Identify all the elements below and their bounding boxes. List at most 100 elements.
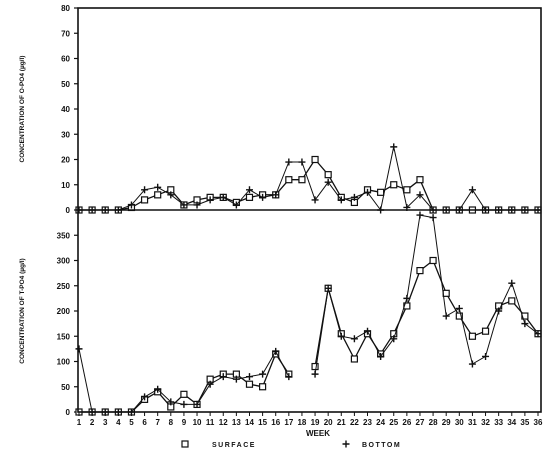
lower-ytick-label: 100	[57, 358, 71, 367]
upper-surface-point	[298, 176, 306, 184]
lower-surface-point	[403, 302, 411, 310]
xtick-label: 27	[416, 418, 425, 427]
legend: SURFACE BOTTOM	[181, 440, 400, 449]
lower-ytick-label: 350	[57, 231, 71, 240]
xtick-label: 33	[494, 418, 503, 427]
xtick-label: 8	[169, 418, 174, 427]
upper-bottom-point	[364, 188, 372, 196]
lower-bottom-point	[206, 380, 214, 388]
upper-surface-point	[390, 181, 398, 189]
upper-bottom-point	[311, 196, 319, 204]
upper-bottom-point	[259, 193, 267, 201]
lower-bottom-point	[232, 375, 240, 383]
upper-y-axis-label: CONCENTRATION OF O-PO4 (µg/l)	[19, 56, 26, 163]
upper-bottom-point	[350, 193, 358, 201]
xtick-label: 13	[232, 418, 241, 427]
upper-bottom-point	[390, 143, 398, 151]
lower-bottom-point	[167, 398, 175, 406]
lower-surface-point	[245, 380, 254, 388]
upper-surface-point	[416, 176, 424, 184]
upper-surface-point	[403, 186, 411, 194]
upper-bottom-point	[468, 186, 476, 194]
xtick-label: 14	[245, 418, 254, 427]
xtick-label: 6	[142, 418, 147, 427]
lower-surface-line	[314, 259, 539, 367]
upper-bottom-point	[167, 191, 175, 199]
upper-surface-point	[140, 196, 149, 204]
xtick-label: 35	[520, 418, 529, 427]
lower-ytick-label: 150	[57, 332, 71, 341]
lower-surface-point	[180, 390, 188, 398]
lower-panel: 0 50 100 150 200 250 300 350 CONCENTRATION OF T-…	[19, 211, 542, 417]
xtick-label: 11	[206, 418, 215, 427]
upper-bottom-point	[416, 191, 424, 199]
upper-ytick-label: 50	[61, 80, 70, 89]
upper-bottom-point	[219, 193, 227, 201]
lower-bottom-point	[482, 352, 490, 360]
xtick-label: 17	[284, 418, 293, 427]
lower-bottom-point	[141, 393, 149, 401]
xtick-label: 12	[219, 418, 228, 427]
lower-bottom-point	[193, 400, 201, 408]
lower-bottom-point	[403, 294, 411, 302]
xtick-label: 18	[297, 418, 306, 427]
lower-surface-point	[455, 312, 463, 320]
xtick-label: 2	[90, 418, 95, 427]
lower-bottom-point	[75, 345, 83, 353]
upper-surface-point	[285, 176, 293, 184]
lower-bottom-point	[285, 373, 293, 381]
upper-bottom-point	[337, 196, 345, 204]
upper-bottom-point	[180, 201, 188, 209]
xtick-label: 36	[534, 418, 543, 427]
lower-surface-point	[521, 312, 529, 320]
lower-bottom-point	[180, 400, 188, 408]
upper-bottom-point	[154, 183, 162, 191]
lower-bottom-point	[429, 214, 437, 222]
xtick-label: 16	[271, 418, 280, 427]
upper-surface-point	[245, 193, 254, 201]
lower-bottom-point	[377, 352, 385, 360]
xtick-label: 29	[442, 418, 451, 427]
upper-surface-point	[377, 188, 385, 196]
xtick-label: 32	[481, 418, 490, 427]
lower-bottom-point	[219, 373, 227, 381]
upper-surface-point	[324, 171, 332, 179]
lower-bottom-point	[416, 211, 424, 219]
legend-bottom-marker	[342, 440, 350, 448]
lower-bottom-point	[455, 304, 463, 312]
xtick-label: 10	[193, 418, 202, 427]
upper-bottom-point	[193, 201, 201, 209]
lower-bottom-point	[272, 347, 280, 355]
upper-panel: 0 10 20 30 40 50 60 70 80 CONCENTRATION OF O-PO4 …	[19, 4, 542, 215]
legend-surface-marker	[181, 440, 189, 448]
lower-bottom-point	[311, 370, 319, 378]
lower-bottom-point	[442, 312, 450, 320]
xtick-label: 30	[455, 418, 464, 427]
lower-bottom-point	[154, 385, 162, 393]
xtick-label: 4	[116, 418, 121, 427]
xtick-label: 5	[129, 418, 134, 427]
upper-bottom-point	[127, 201, 135, 209]
xtick-label: 1	[77, 418, 82, 427]
upper-bottom-point	[298, 158, 306, 166]
lower-ytick-label: 250	[57, 282, 71, 291]
xtick-label: 26	[402, 418, 411, 427]
upper-ytick-label: 60	[61, 55, 70, 64]
x-axis: 1 2 3 4 5 6 7 8 9 10 11 12 13 14 15 16 17 18 19 20 21 22 23 24 2…	[77, 412, 543, 438]
xtick-label: 20	[324, 418, 333, 427]
lower-surface-point	[468, 332, 477, 340]
lower-surface-point	[481, 327, 490, 335]
upper-bottom-point	[206, 196, 214, 204]
lower-bottom-point	[259, 370, 267, 378]
lower-surface-point	[508, 297, 516, 305]
lower-ytick-label: 0	[66, 408, 71, 417]
xtick-label: 34	[507, 418, 516, 427]
lower-bottom-point	[495, 307, 503, 315]
lower-surface-point	[259, 383, 267, 391]
xtick-label: 19	[311, 418, 320, 427]
upper-bottom-point	[272, 191, 280, 199]
lower-surface-point	[442, 289, 450, 297]
lower-bottom-point	[324, 284, 332, 292]
upper-ytick-label: 10	[61, 181, 70, 190]
